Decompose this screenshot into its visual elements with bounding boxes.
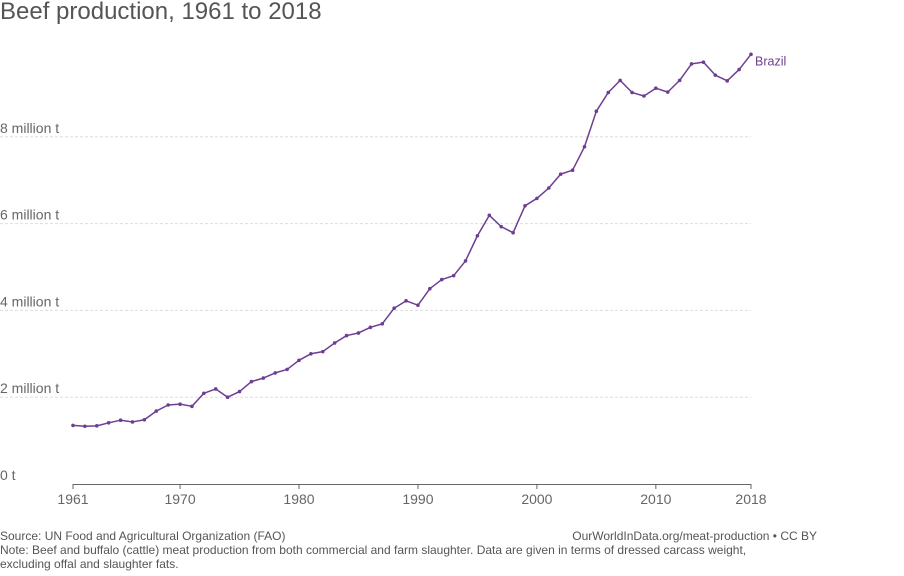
data-point bbox=[190, 404, 194, 409]
data-point bbox=[737, 67, 741, 72]
data-point bbox=[511, 230, 515, 235]
x-tick-label: 2010 bbox=[640, 491, 671, 507]
data-point bbox=[725, 79, 730, 83]
chart-title: Beef production, 1961 to 2018 bbox=[0, 0, 322, 25]
data-point bbox=[202, 391, 206, 396]
data-point bbox=[749, 52, 753, 57]
data-point bbox=[701, 60, 706, 64]
data-point bbox=[713, 73, 718, 77]
source-text: Source: UN Food and Agricultural Organiz… bbox=[0, 529, 286, 543]
x-tick-label: 1961 bbox=[57, 491, 88, 507]
data-point bbox=[380, 322, 385, 326]
x-tick-label: 2000 bbox=[521, 491, 552, 507]
gridlines bbox=[0, 136, 751, 398]
data-point bbox=[439, 277, 444, 282]
data-point bbox=[392, 306, 396, 311]
data-point bbox=[344, 333, 349, 338]
x-tick-label: 1990 bbox=[402, 491, 433, 507]
y-tick-label: 8 million t bbox=[0, 120, 59, 136]
series-lines bbox=[72, 53, 752, 428]
data-point bbox=[178, 402, 182, 406]
data-point bbox=[558, 172, 563, 176]
data-point bbox=[582, 144, 587, 149]
data-point bbox=[546, 186, 551, 190]
series-line bbox=[72, 53, 752, 428]
data-point bbox=[356, 331, 361, 335]
data-point bbox=[594, 109, 599, 113]
data-point bbox=[237, 389, 242, 394]
data-point bbox=[297, 358, 301, 363]
y-tick-label: 4 million t bbox=[0, 293, 59, 309]
data-point bbox=[654, 86, 658, 90]
data-point bbox=[618, 78, 622, 83]
data-point bbox=[475, 233, 480, 238]
data-point bbox=[273, 371, 278, 375]
data-point bbox=[106, 421, 111, 425]
data-point bbox=[416, 303, 420, 307]
data-point bbox=[463, 259, 468, 263]
note-text: Note: Beef and buffalo (cattle) meat pro… bbox=[0, 543, 747, 571]
data-point bbox=[83, 424, 87, 429]
y-tick-label: 6 million t bbox=[0, 207, 59, 223]
data-point bbox=[499, 224, 504, 229]
data-point bbox=[154, 409, 159, 413]
data-point bbox=[225, 395, 230, 400]
data-point bbox=[249, 379, 254, 384]
axes: 0 t 2 million t 4 million t 6 million t 8 mi… bbox=[0, 120, 767, 507]
x-tick-label: 2018 bbox=[735, 491, 766, 507]
data-point bbox=[285, 367, 289, 372]
x-tick-label: 1980 bbox=[283, 491, 314, 507]
data-point bbox=[404, 299, 408, 303]
data-point bbox=[213, 387, 218, 391]
data-point bbox=[665, 90, 670, 94]
data-point bbox=[428, 286, 432, 291]
attribution-link[interactable]: OurWorldInData.org/meat-production • CC … bbox=[572, 529, 817, 543]
series-label: Brazil bbox=[755, 54, 786, 68]
y-tick-label: 2 million t bbox=[0, 380, 59, 396]
data-point bbox=[261, 376, 266, 380]
data-point bbox=[118, 418, 123, 423]
data-point bbox=[535, 196, 539, 201]
data-point bbox=[677, 78, 682, 83]
x-tick-label: 1970 bbox=[164, 491, 195, 507]
data-point bbox=[309, 352, 313, 356]
data-point bbox=[142, 417, 147, 422]
data-point bbox=[71, 423, 75, 428]
data-point bbox=[332, 341, 337, 345]
data-point bbox=[642, 94, 646, 98]
data-point bbox=[451, 273, 456, 278]
line-chart: 0 t 2 million t 4 million t 6 million t 8 mi… bbox=[0, 52, 786, 507]
data-point bbox=[487, 213, 492, 218]
data-point bbox=[689, 62, 694, 66]
data-point bbox=[368, 325, 373, 330]
data-point bbox=[130, 420, 135, 424]
data-point bbox=[570, 168, 575, 173]
data-point bbox=[630, 90, 634, 95]
data-point bbox=[166, 403, 170, 407]
series-labels: Brazil bbox=[755, 54, 786, 68]
data-point bbox=[320, 349, 325, 354]
data-point bbox=[523, 204, 527, 208]
data-point bbox=[94, 424, 99, 428]
y-tick-label: 0 t bbox=[0, 467, 16, 483]
data-point bbox=[606, 90, 611, 95]
data-points bbox=[71, 52, 753, 429]
